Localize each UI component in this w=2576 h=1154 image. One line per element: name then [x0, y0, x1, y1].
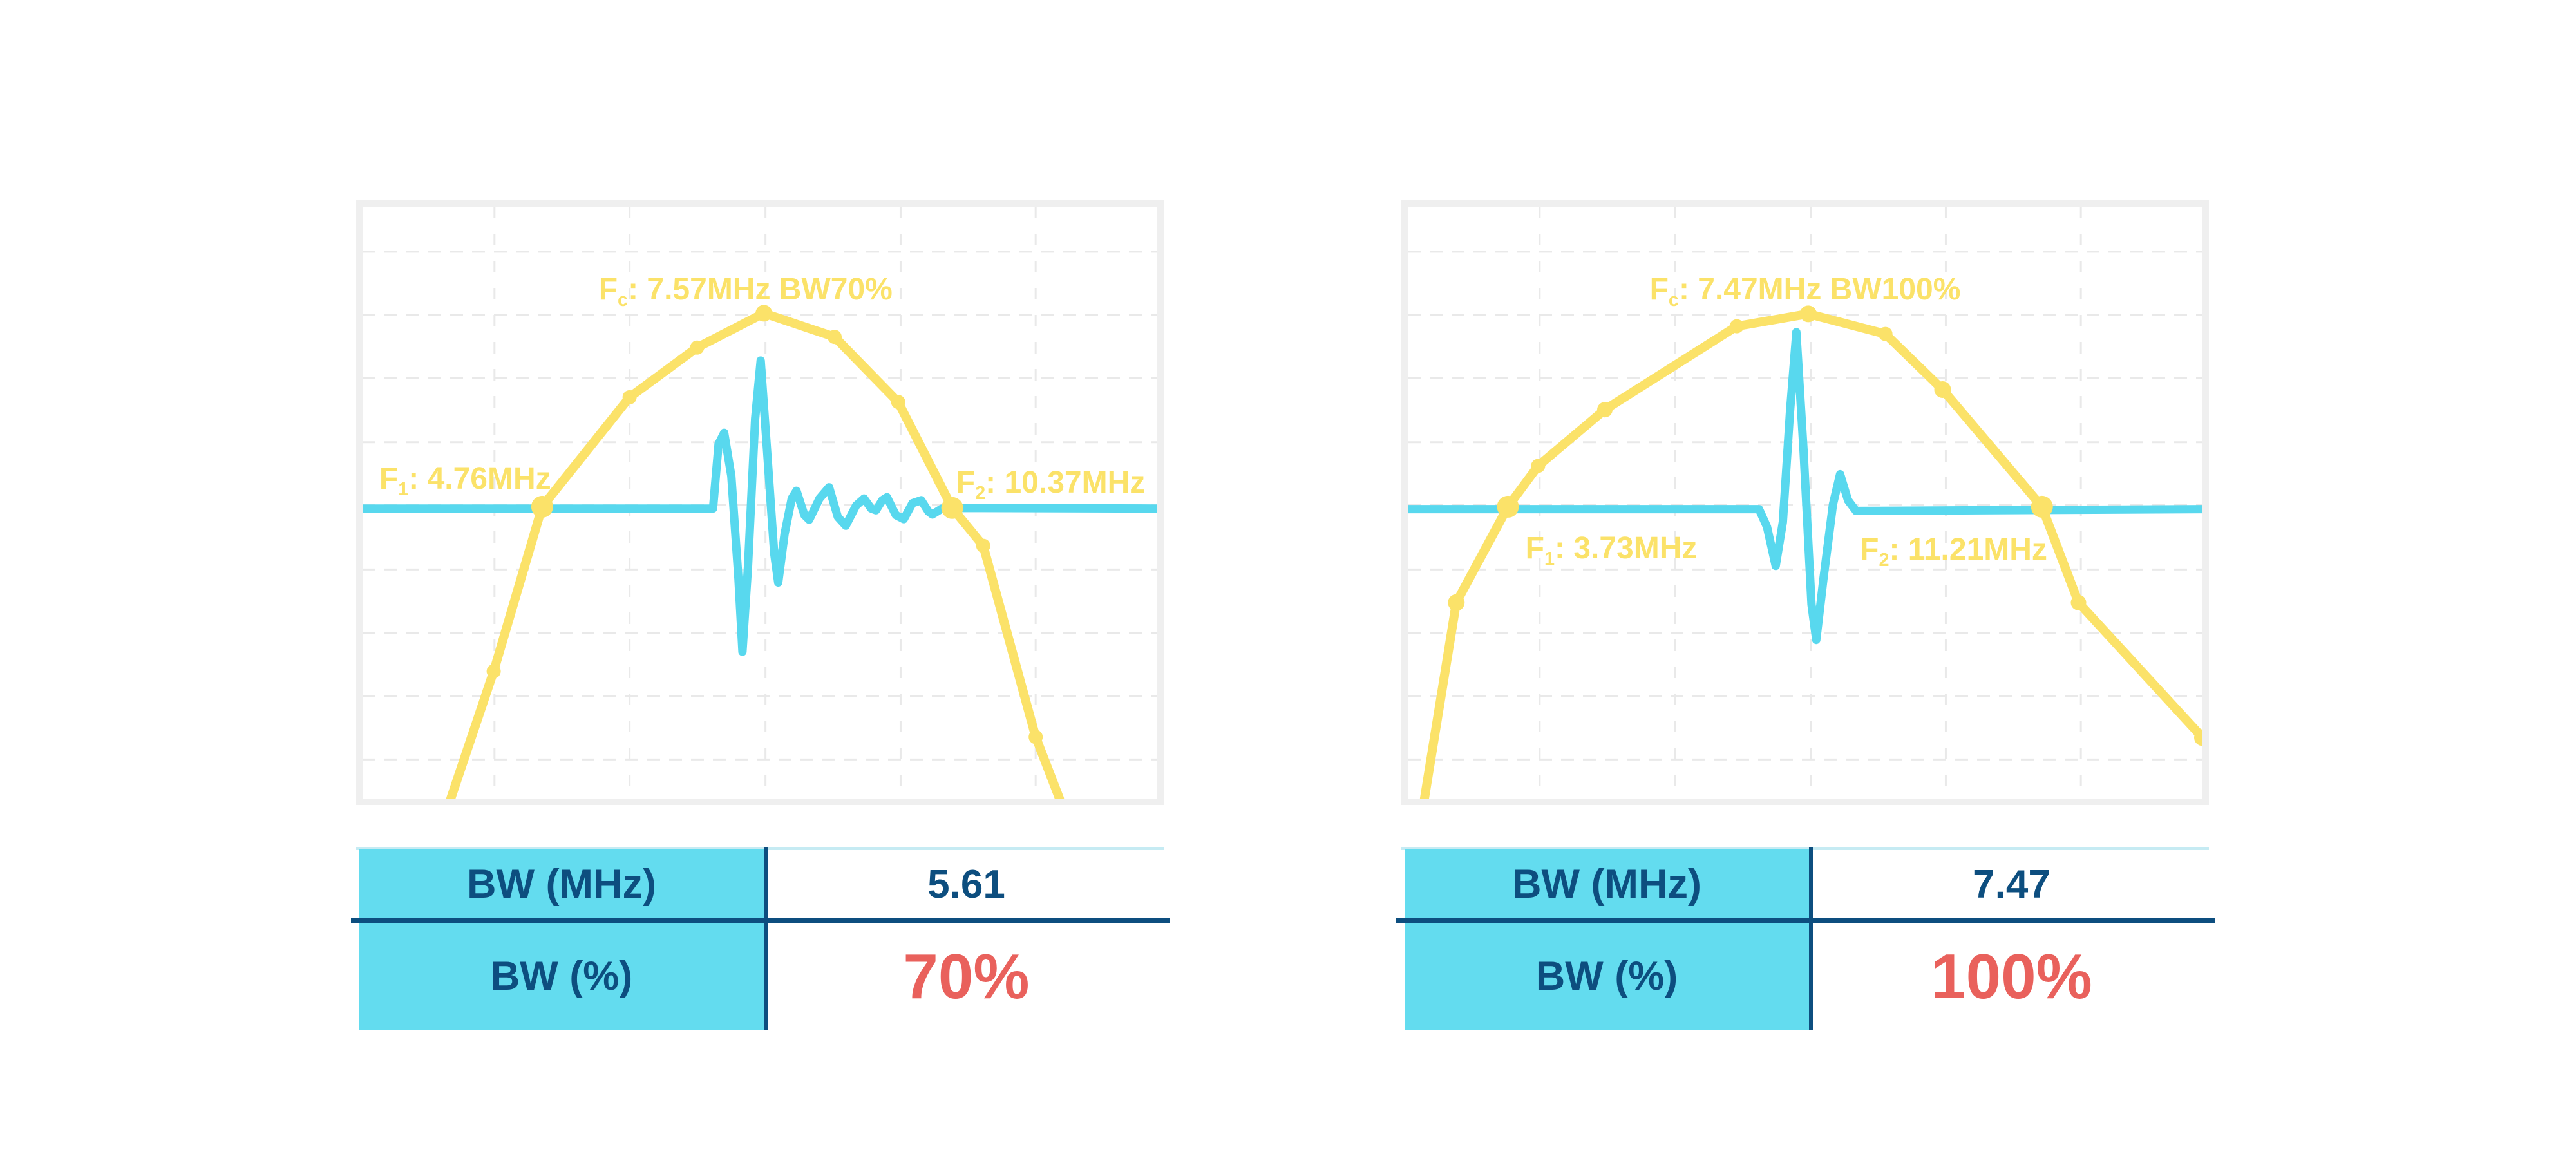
fc-subscript: c — [1668, 290, 1679, 310]
f1-annotation: F1: 4.76MHz — [379, 462, 551, 500]
spectrum-plot-bw100: Fc: 7.47MHz BW100% F1: 3.73MHz F2: 11.21… — [1401, 200, 2209, 805]
bw-mhz-value: 7.47 — [1973, 862, 2050, 907]
f2-annotation: F2: 10.37MHz — [956, 465, 1146, 502]
f1-value-text: : 4.76MHz — [408, 462, 551, 496]
bw-pct-value: 100% — [1931, 940, 2092, 1012]
f1-symbol: F — [379, 462, 399, 496]
f1-value-text: : 3.73MHz — [1554, 531, 1698, 565]
f2-value-text: : 10.37MHz — [985, 465, 1146, 500]
fc-subscript: c — [618, 290, 629, 310]
bw-pct-value: 70% — [903, 940, 1030, 1012]
f2-subscript: 2 — [975, 482, 986, 504]
bw-mhz-value: 5.61 — [927, 862, 1005, 907]
f2-value-text: : 11.21MHz — [1889, 533, 2047, 567]
panel-bw100: Fc: 7.47MHz BW100% F1: 3.73MHz F2: 11.21… — [1396, 0, 2215, 1154]
spectrum-plot-bw70: Fc: 7.57MHz BW70% F1: 4.76MHz F2: 10.37M… — [356, 200, 1164, 805]
center-frequency-annotation: Fc: 7.57MHz BW70% — [598, 272, 893, 310]
table-header-column — [1405, 849, 1809, 1030]
center-frequency-annotation: Fc: 7.47MHz BW100% — [1649, 272, 1961, 310]
bw-mhz-label: BW (MHz) — [1512, 862, 1701, 907]
f1-subscript: 1 — [398, 479, 409, 500]
table-row-divider — [351, 918, 1170, 923]
table-row-divider — [1396, 918, 2215, 923]
spectrum-chart-bw70 — [363, 207, 1157, 799]
bw-pct-label: BW (%) — [490, 954, 633, 999]
bw-mhz-label: BW (MHz) — [467, 862, 656, 907]
f2-annotation: F2: 11.21MHz — [1860, 533, 2047, 569]
bandwidth-table-bw100: BW (MHz) 7.47 BW (%) 100% — [1396, 847, 2215, 1030]
f1-subscript: 1 — [1544, 548, 1555, 569]
fc-value-text: : 7.47MHz BW100% — [1678, 272, 1961, 307]
fc-value-text: : 7.57MHz BW70% — [628, 272, 893, 307]
f2-symbol: F — [956, 465, 976, 500]
table-column-divider — [1809, 847, 1813, 1030]
f1-annotation: F1: 3.73MHz — [1525, 531, 1698, 569]
f1-symbol: F — [1525, 531, 1544, 565]
f2-subscript: 2 — [1879, 550, 1889, 571]
f2-symbol: F — [1860, 533, 1879, 567]
table-header-column — [359, 849, 764, 1030]
fc-symbol: F — [598, 272, 618, 307]
bandwidth-table-bw70: BW (MHz) 5.61 BW (%) 70% — [351, 847, 1170, 1030]
table-column-divider — [764, 847, 768, 1030]
bw-pct-label: BW (%) — [1535, 954, 1678, 999]
panel-bw70: Fc: 7.57MHz BW70% F1: 4.76MHz F2: 10.37M… — [351, 0, 1170, 1154]
fc-symbol: F — [1649, 272, 1669, 307]
spectrum-chart-bw100 — [1408, 207, 2202, 799]
